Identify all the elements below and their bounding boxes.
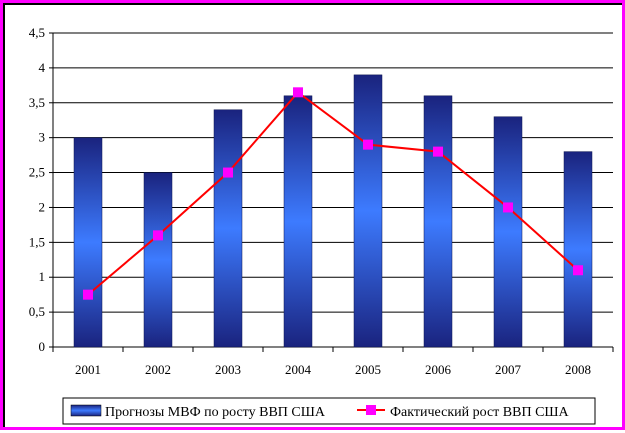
x-tick-label: 2002 [145, 362, 171, 377]
actual-point-2002 [153, 230, 163, 241]
y-tick-label: 2,5 [29, 165, 45, 180]
bar-series [73, 74, 593, 348]
actual-growth-line [87, 90, 579, 296]
x-tick-label: 2003 [215, 362, 241, 377]
axes [49, 32, 614, 352]
actual-point-2008 [573, 265, 583, 276]
y-tick-label: 1 [39, 269, 46, 284]
y-tick-label: 3 [39, 130, 46, 145]
actual-point-2005 [363, 139, 373, 150]
tick-labels: 0 0,5 1 1,5 2 2,5 3 3,5 4 4,5 2001 2002 2003 2004 2005… [29, 25, 591, 377]
bar-2008 [563, 151, 593, 348]
y-tick-label: 0 [39, 339, 46, 354]
y-tick-label: 0,5 [29, 304, 45, 319]
x-tick-label: 2007 [495, 362, 522, 377]
x-tick-label: 2001 [75, 362, 101, 377]
x-tick-label: 2008 [565, 362, 591, 377]
bar-2006 [423, 95, 453, 348]
y-tick-label: 4 [39, 60, 46, 75]
legend-bar-swatch [70, 404, 102, 417]
actual-point-2007 [503, 202, 513, 213]
x-tick-label: 2004 [285, 362, 312, 377]
legend-label-forecast: Прогнозы МВФ по росту ВВП США [105, 405, 326, 420]
actual-point-2003 [223, 167, 233, 178]
actual-point-2004 [293, 87, 303, 98]
chart: 0 0,5 1 1,5 2 2,5 3 3,5 4 4,5 2001 2002 2003 2004 2005… [29, 25, 614, 425]
legend-box [62, 397, 596, 425]
legend-label-actual: Фактический рост ВВП США [390, 405, 570, 420]
bar-2007 [493, 116, 523, 348]
actual-point-2001 [83, 289, 93, 300]
bar-2002 [143, 172, 173, 348]
legend: Прогнозы МВФ по росту ВВП США Фактически… [62, 397, 596, 425]
legend-marker-swatch [366, 405, 376, 415]
actual-point-2006 [433, 146, 443, 157]
y-tick-label: 2 [39, 199, 46, 214]
gridlines [53, 32, 613, 313]
bar-2003 [213, 109, 243, 348]
bar-2004 [283, 95, 313, 348]
y-tick-label: 1,5 [29, 234, 45, 249]
bar-2001 [73, 137, 103, 348]
y-tick-label: 3,5 [29, 95, 45, 110]
y-tick-label: 4,5 [29, 25, 45, 40]
bar-2005 [353, 74, 383, 348]
x-tick-label: 2006 [425, 362, 452, 377]
x-tick-label: 2005 [355, 362, 381, 377]
line-series [83, 87, 583, 300]
